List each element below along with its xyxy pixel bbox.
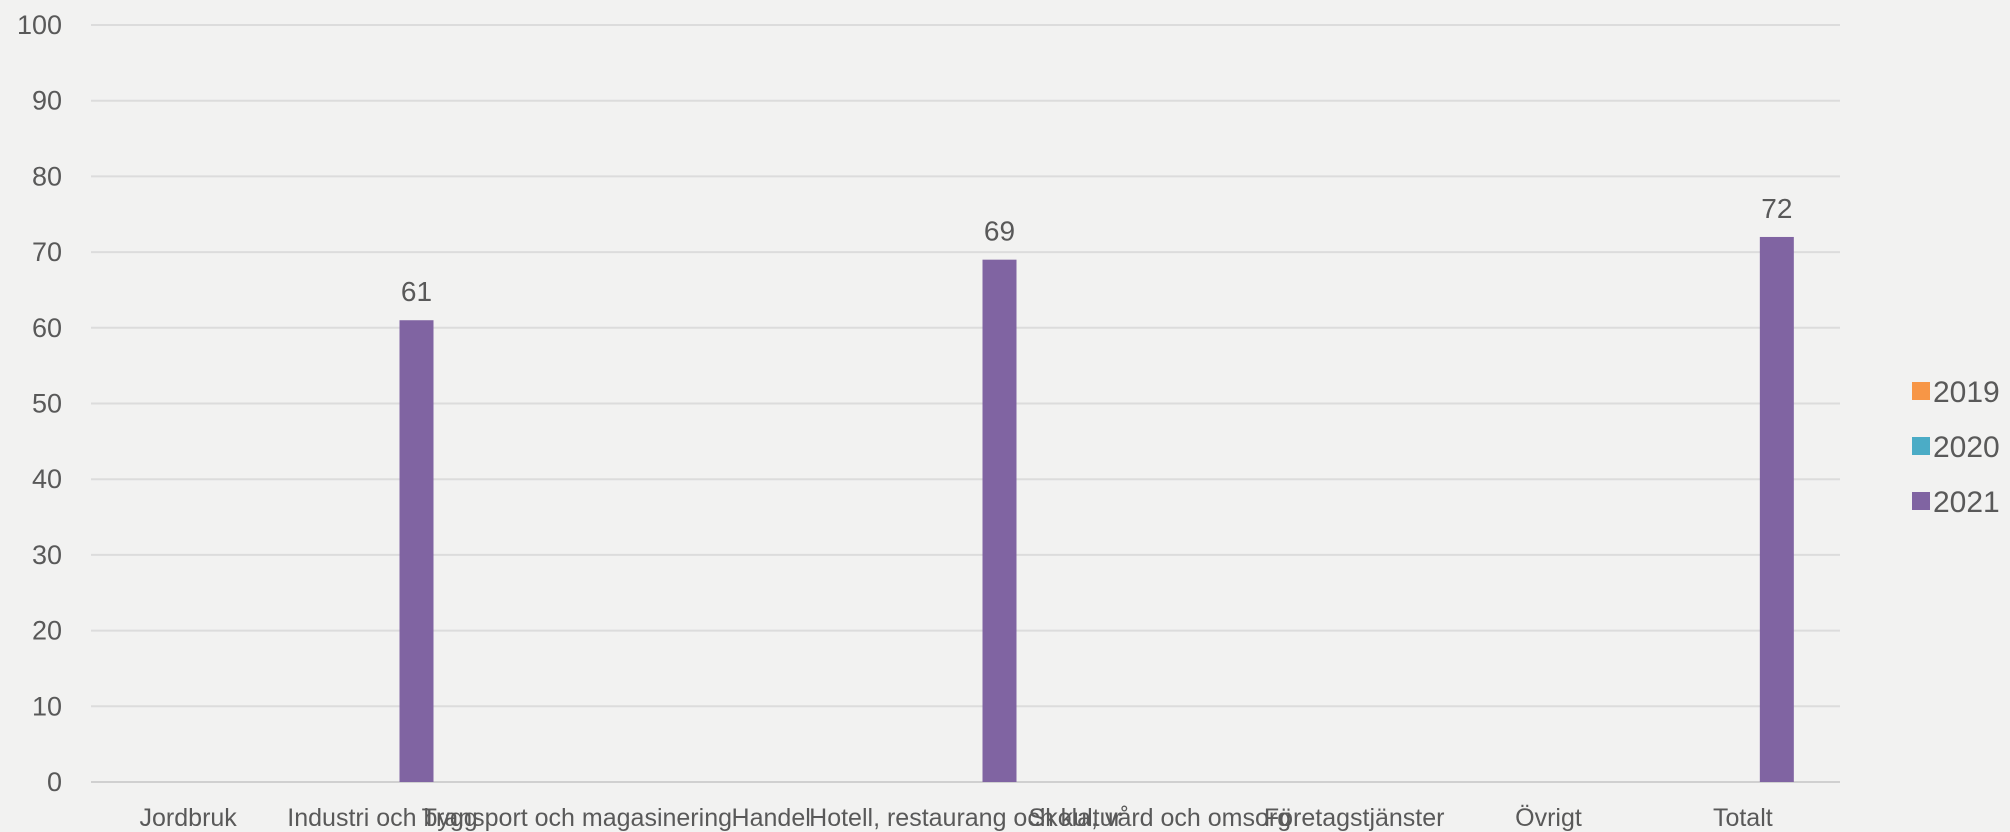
data-label: 72 <box>1761 193 1792 224</box>
data-label: 69 <box>984 216 1015 247</box>
legend: 2019 2020 2021 <box>1912 376 2000 519</box>
y-tick-label: 20 <box>32 616 62 646</box>
x-category-label: Övrigt <box>1515 804 1582 832</box>
y-axis-ticks: 0 10 20 30 40 50 60 70 80 90 100 <box>17 10 62 797</box>
legend-label-2021: 2021 <box>1933 486 2000 519</box>
x-category-label: Skola, vård och omsorg <box>1029 804 1292 832</box>
gridlines <box>91 24 1840 783</box>
x-category-label: Jordbruk <box>140 804 238 832</box>
x-category-label: Industri och bygg <box>287 804 477 832</box>
x-category-label: Företagstjänster <box>1264 804 1445 832</box>
y-tick-label: 30 <box>32 540 62 570</box>
y-tick-label: 100 <box>17 10 62 40</box>
legend-swatch-2019 <box>1912 382 1930 400</box>
legend-swatch-2021 <box>1912 492 1930 510</box>
legend-swatch-2020 <box>1912 437 1930 455</box>
bar-2021 <box>399 320 434 782</box>
bar-2021 <box>982 259 1017 782</box>
y-tick-label: 70 <box>32 237 62 267</box>
x-category-label: Handel <box>732 804 811 832</box>
x-category-label: Totalt <box>1713 804 1773 832</box>
y-tick-label: 0 <box>47 767 62 797</box>
y-tick-label: 50 <box>32 389 62 419</box>
x-category-label: Hotell, restaurang och kultur <box>809 804 1122 832</box>
x-category-label: Transport och magasinering <box>422 804 732 832</box>
y-tick-label: 60 <box>32 313 62 343</box>
bar-2021 <box>1759 236 1794 782</box>
data-labels: 61 69 72 <box>401 193 1792 307</box>
data-label: 61 <box>401 276 432 307</box>
y-tick-label: 10 <box>32 691 62 721</box>
y-tick-label: 90 <box>32 86 62 116</box>
y-tick-label: 80 <box>32 161 62 191</box>
y-tick-label: 40 <box>32 464 62 494</box>
legend-label-2020: 2020 <box>1933 431 2000 464</box>
bars <box>399 236 1794 782</box>
legend-label-2019: 2019 <box>1933 376 2000 409</box>
